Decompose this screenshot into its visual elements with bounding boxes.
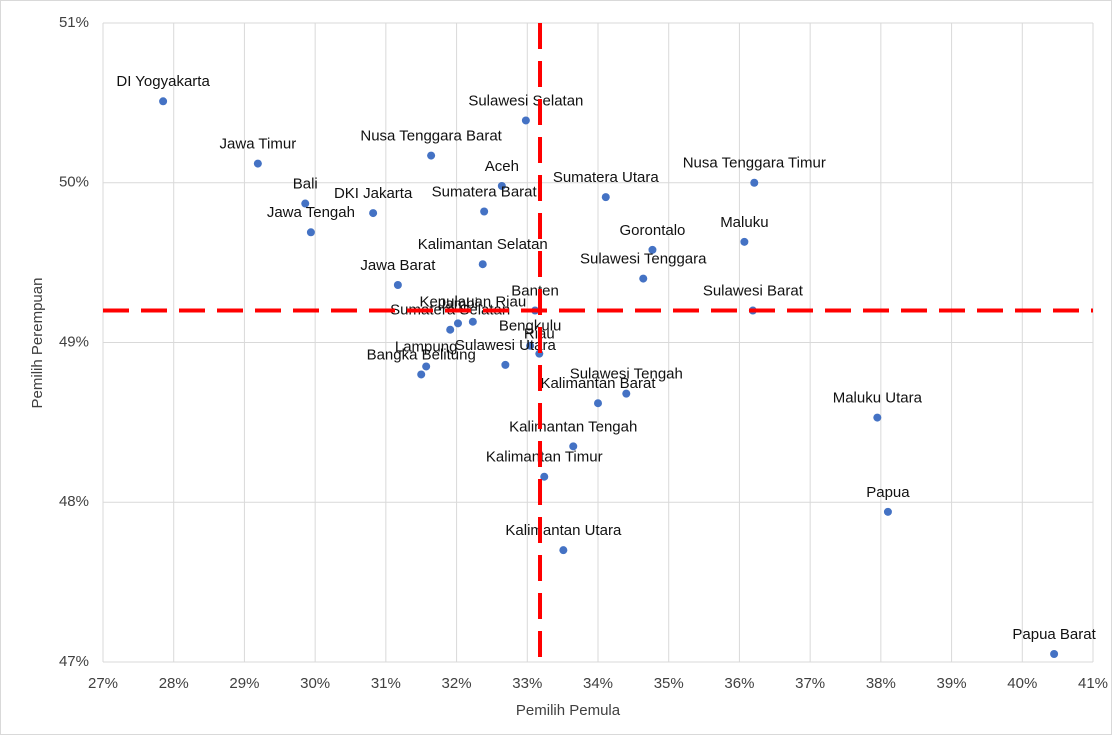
point-label: Sulawesi Utara	[455, 337, 557, 354]
data-point	[601, 193, 610, 202]
point-label: Nusa Tenggara Timur	[683, 155, 826, 172]
point-label: Jawa Barat	[360, 257, 436, 274]
data-point	[306, 228, 315, 237]
data-point	[750, 178, 759, 187]
point-label: Kalimantan Timur	[486, 449, 603, 466]
point-label: Kalimantan Tengah	[509, 418, 637, 435]
data-point	[478, 260, 487, 269]
data-point	[639, 274, 648, 283]
data-point	[559, 546, 568, 555]
data-point	[393, 280, 402, 289]
x-tick-label: 34%	[583, 675, 613, 692]
point-label: Papua	[866, 484, 910, 501]
data-point	[497, 181, 506, 190]
y-tick-label: 48%	[59, 493, 89, 510]
data-point	[622, 389, 631, 398]
y-tick-label: 50%	[59, 174, 89, 191]
data-point	[422, 362, 431, 371]
data-point	[740, 237, 749, 246]
data-point	[569, 442, 578, 451]
data-point	[453, 319, 462, 328]
point-label: Bangka Belitung	[367, 346, 476, 363]
point-label: Bengkulu	[499, 318, 562, 335]
x-tick-label: 29%	[229, 675, 259, 692]
x-tick-label: 36%	[724, 675, 754, 692]
point-label: Papua Barat	[1012, 626, 1096, 643]
data-point	[501, 360, 510, 369]
point-label: Nusa Tenggara Barat	[360, 128, 502, 145]
x-tick-label: 32%	[442, 675, 472, 692]
point-label: Kalimantan Barat	[540, 375, 656, 392]
point-label: Maluku	[720, 214, 768, 231]
point-label: Sumatera Barat	[432, 183, 538, 200]
x-axis-title: Pemilih Pemula	[516, 702, 621, 719]
data-point	[369, 209, 378, 218]
x-tick-label: 40%	[1007, 675, 1037, 692]
point-label: Kepulauan Riau	[419, 294, 526, 311]
point-label: Jambi	[438, 295, 478, 312]
x-tick-label: 38%	[866, 675, 896, 692]
data-point	[526, 341, 535, 350]
y-tick-label: 47%	[59, 653, 89, 670]
point-label: Lampung	[395, 338, 458, 355]
data-point	[883, 507, 892, 516]
data-point	[1050, 650, 1059, 659]
point-label: Sulawesi Selatan	[468, 92, 583, 109]
point-label: Aceh	[485, 158, 519, 175]
x-tick-label: 39%	[937, 675, 967, 692]
x-tick-label: 41%	[1078, 675, 1108, 692]
x-tick-label: 28%	[159, 675, 189, 692]
point-label: Sumatera Utara	[553, 169, 660, 186]
y-axis-title: Pemilih Perempuan	[29, 278, 46, 409]
y-tick-label: 51%	[59, 14, 89, 31]
data-point	[594, 399, 602, 408]
y-tick-label: 49%	[59, 333, 89, 350]
point-label: Jawa Tengah	[267, 204, 355, 221]
point-label: Sulawesi Barat	[703, 283, 804, 300]
point-label: Kalimantan Selatan	[418, 236, 548, 253]
x-tick-label: 31%	[371, 675, 401, 692]
x-tick-label: 37%	[795, 675, 825, 692]
point-label: Sulawesi Tengah	[570, 366, 683, 383]
point-label: Bali	[293, 175, 318, 192]
data-point	[468, 317, 477, 326]
data-point	[427, 151, 436, 160]
data-point	[253, 159, 262, 168]
x-tick-label: 35%	[654, 675, 684, 692]
data-point	[446, 325, 455, 334]
point-label: Banten	[511, 283, 559, 300]
point-label: Kalimantan Utara	[505, 522, 622, 539]
x-tick-label: 33%	[512, 675, 542, 692]
point-label: Sulawesi Tenggara	[580, 251, 707, 268]
point-label: Jawa Timur	[220, 136, 297, 153]
x-tick-label: 30%	[300, 675, 330, 692]
data-point	[480, 207, 489, 216]
data-point	[873, 413, 882, 422]
point-label: Maluku Utara	[833, 390, 923, 407]
data-point	[159, 97, 168, 106]
point-label: Gorontalo	[620, 222, 686, 239]
point-label: DI Yogyakarta	[116, 73, 210, 90]
data-point	[417, 370, 426, 379]
x-tick-label: 27%	[88, 675, 118, 692]
data-point	[301, 199, 310, 208]
point-label: DKI Jakarta	[334, 185, 413, 202]
data-point	[521, 116, 530, 125]
data-point	[648, 245, 657, 254]
data-point	[540, 472, 549, 481]
